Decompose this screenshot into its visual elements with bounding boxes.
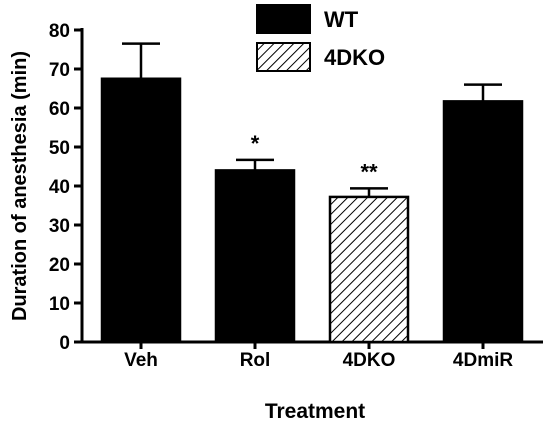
plot-area: *** xyxy=(100,42,524,344)
x-tick-label: Veh xyxy=(124,350,158,371)
axes: 0 10 20 30 40 50 60 70 80 Veh Rol 4DKO 4DmiR xyxy=(49,21,543,371)
y-axis-label: Duration of anesthesia (min) xyxy=(9,51,31,321)
significance-label: ** xyxy=(360,159,378,184)
bar xyxy=(328,195,410,344)
y-tick-label: 50 xyxy=(49,138,70,159)
legend: WT 4DKO xyxy=(256,4,385,72)
bar xyxy=(214,169,296,344)
significance-label: * xyxy=(251,131,260,156)
legend-label-4dko: 4DKO xyxy=(324,45,385,70)
y-tick-label: 70 xyxy=(49,60,70,81)
bar xyxy=(100,77,182,344)
y-tick-label: 0 xyxy=(59,333,70,354)
y-tick-label: 30 xyxy=(49,216,70,237)
bar xyxy=(442,100,524,344)
legend-swatch-4dko xyxy=(256,42,311,72)
legend-swatch-wt xyxy=(256,4,311,34)
y-tick-label: 60 xyxy=(49,99,70,120)
x-tick-label: Rol xyxy=(240,350,271,371)
x-tick-label: 4DmiR xyxy=(453,350,513,371)
y-tick-label: 10 xyxy=(49,294,70,315)
x-tick-label: 4DKO xyxy=(343,350,396,371)
y-tick-label: 80 xyxy=(49,21,70,42)
y-tick-label: 20 xyxy=(49,255,70,276)
legend-label-wt: WT xyxy=(324,7,359,32)
y-tick-label: 40 xyxy=(49,177,70,198)
x-axis-label: Treatment xyxy=(265,400,365,423)
